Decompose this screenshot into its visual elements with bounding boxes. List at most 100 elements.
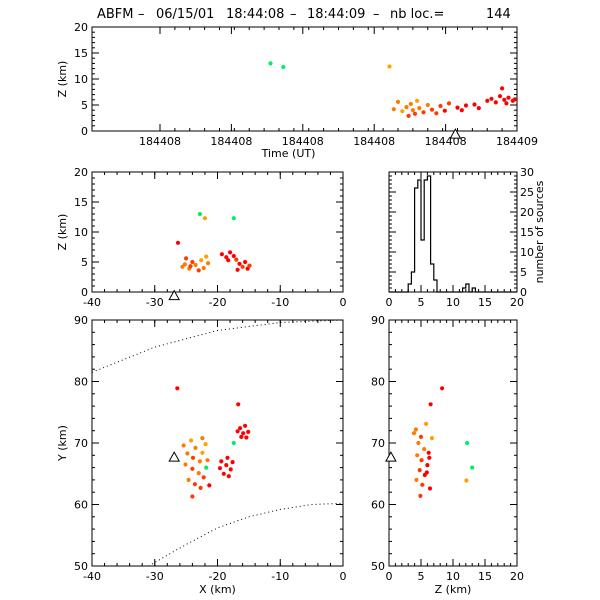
hist-ytick-label: 30 [520,166,534,179]
time-z-point [476,106,481,111]
hist-bar [421,240,424,292]
hist-ylabel: number of sources [533,180,546,283]
x-y-point [207,483,212,488]
x-y-point [200,450,205,455]
time-z-point [434,111,439,116]
hist-xtick-label: 10 [446,296,460,309]
z-y-point [414,477,419,482]
time-z-point [442,108,447,113]
x-y-ytick-label: 60 [74,499,88,512]
x-y-point [185,451,190,456]
hist-ytick-label: 5 [520,266,527,279]
time-z-point [500,86,505,91]
x-y-xtick-label: 0 [340,570,347,583]
x-z-ytick-label: 5 [81,256,88,269]
hist-axes-frame [388,171,518,293]
z-y-point [413,427,418,432]
x-z-ytick-label: 20 [74,166,88,179]
hist-bar [408,284,411,292]
x-y-point [231,440,236,446]
title-prefix: ABFM [97,7,134,22]
title-count-label: nb loc.= [390,7,444,22]
x-z-point [199,258,204,263]
x-z-point [206,261,211,266]
time-z-point [502,97,507,102]
x-y-point [244,435,249,440]
x-y-point [205,458,210,463]
time-z-station-triangle [449,128,462,139]
x-y-point [192,482,197,487]
hist-ytick-label: 15 [520,226,534,239]
x-z-point [204,254,209,259]
time-z-point [387,64,392,69]
time-z-point [455,105,460,110]
z-y-point [427,455,432,460]
hist-xtick-label: 20 [510,296,524,309]
x-z-point [237,261,242,266]
x-z-point [190,259,195,265]
hist-bar [466,284,469,292]
time-z-ytick-label: 15 [74,47,88,60]
z-y-point [418,434,424,439]
panel-altitude-y: 50 60 70 80 90 0 5 10 15 20 Z (km) [371,314,524,596]
z-y-point [464,478,469,483]
time-z-point [410,108,415,113]
x-z-xtick-label: -20 [209,296,227,309]
z-y-point [416,440,421,446]
x-y-point [236,402,241,407]
x-y-point [181,443,186,448]
x-z-point [196,268,201,273]
x-z-point [240,264,245,269]
time-z-point [485,98,490,103]
figure-title: ABFM – 06/15/01 18:44:08 – 18:44:09 – nb… [97,7,511,22]
title-dash-3: – [373,7,380,22]
x-y-point [196,471,201,476]
z-y-point [424,421,429,426]
hist-ytick-label: 25 [520,186,534,199]
x-y-point [221,471,226,476]
x-z-point [193,262,198,268]
x-y-point [241,431,246,436]
x-y-point [175,386,180,391]
x-z-point [202,216,207,221]
z-y-point [428,402,433,407]
z-y-station-triangle [385,451,397,462]
x-y-point [230,460,235,465]
x-y-point [190,494,195,499]
time-z-point [281,64,286,70]
z-y-point [465,440,470,446]
x-z-point [231,216,236,221]
x-y-xtick-label: -40 [83,570,101,583]
x-y-ytick-label: 90 [74,314,88,327]
x-z-ytick-label: 0 [81,286,88,299]
x-z-xtick-label: -10 [271,296,289,309]
x-z-point [226,258,231,263]
x-z-ylabel: Z (km) [56,214,69,251]
z-y-point [415,453,420,458]
x-y-point [225,455,230,460]
x-y-range-ring [91,319,344,373]
x-y-point [217,466,223,471]
hist-ytick-label: 10 [520,246,534,259]
hist-bar [434,280,437,292]
x-z-point [234,257,239,262]
z-y-point [419,458,424,463]
x-y-ytick-label: 80 [74,376,88,389]
z-y-point [425,463,430,468]
title-end-time: 18:44:09 [307,7,365,22]
x-y-point [243,423,248,428]
hist-xtick-label: 0 [386,296,393,309]
title-dash-2: – [290,7,297,22]
z-y-point [427,486,433,491]
x-z-point [184,256,189,261]
z-y-point [422,447,427,452]
z-y-point [429,436,434,441]
x-y-point [239,434,244,439]
title-dash-1: – [138,7,145,22]
time-z-point [268,61,273,66]
time-z-point [415,98,420,103]
time-z-point [425,102,430,108]
